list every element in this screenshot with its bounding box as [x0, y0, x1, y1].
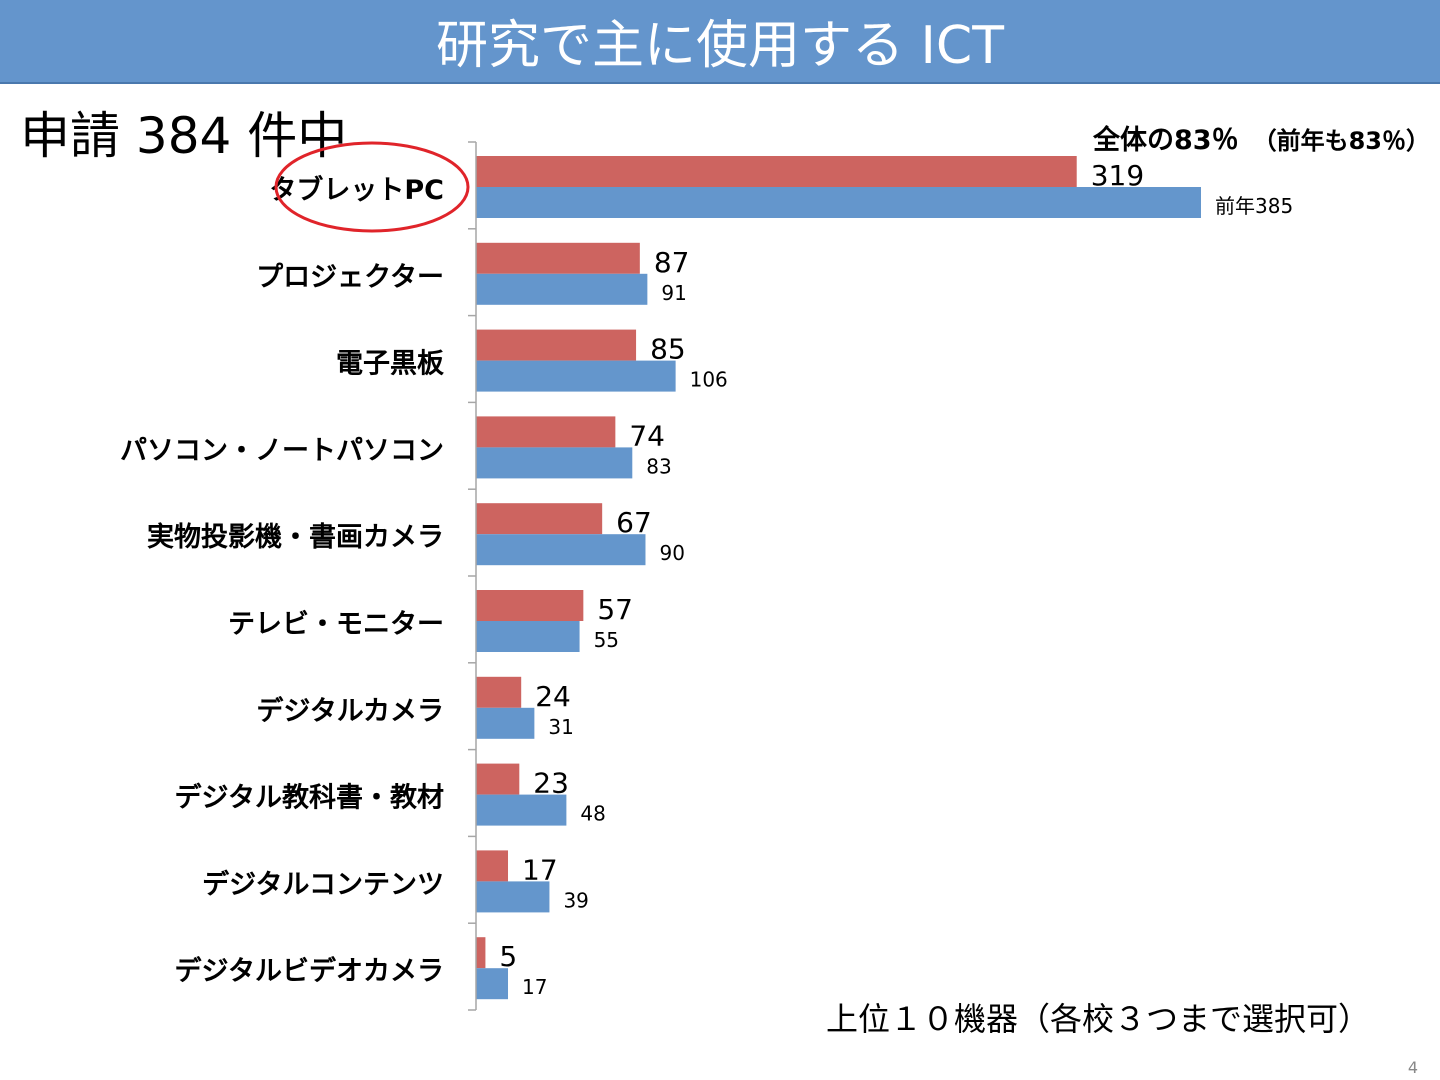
category-label: タブレットPC: [269, 174, 444, 206]
data-label-current: 5: [499, 940, 517, 973]
bar-current: [476, 503, 603, 535]
highlight-circle: [274, 141, 470, 233]
bar-previous: [476, 534, 646, 566]
bar-previous: [476, 360, 676, 392]
bar-current: [476, 329, 637, 361]
data-label-previous: 106: [690, 368, 728, 392]
bar-previous: [476, 707, 535, 739]
chart-footnote: 上位１０機器（各校３つまで選択可）: [825, 1000, 1370, 1038]
data-label-previous: 39: [563, 888, 588, 912]
title-bar: [0, 0, 1440, 84]
data-label-previous: 17: [522, 975, 547, 999]
bar-previous: [476, 447, 633, 479]
data-label-previous: 48: [580, 802, 605, 826]
data-label-current: 57: [597, 593, 633, 626]
category-label: パソコン・ノートパソコン: [120, 435, 444, 466]
data-label-previous: 83: [646, 454, 671, 478]
category-label: デジタル教科書・教材: [175, 782, 444, 814]
bar-current: [476, 242, 640, 274]
data-label-current: 85: [650, 333, 686, 366]
data-label-current: 74: [629, 419, 665, 452]
bar-previous: [476, 187, 1201, 218]
bar-current: [476, 763, 520, 795]
bar-previous: [476, 273, 648, 305]
category-label: 電子黒板: [336, 349, 444, 380]
bar-current: [476, 590, 584, 621]
data-label-current: 67: [616, 506, 652, 539]
data-label-current: 87: [654, 246, 690, 279]
bar-current: [476, 937, 486, 969]
data-label-previous: 31: [548, 715, 573, 739]
category-label: 実物投影機・書画カメラ: [147, 521, 444, 553]
category-label: テレビ・モニター: [228, 609, 444, 640]
page-number: 4: [1407, 1058, 1418, 1077]
data-label-previous: 90: [659, 541, 684, 565]
data-label-current: 24: [535, 680, 571, 713]
applications-count: 申請 384 件中: [20, 107, 348, 165]
data-label-previous: 前年385: [1215, 194, 1293, 218]
category-label: デジタルカメラ: [256, 695, 444, 727]
total-share-note: 全体の83％ （前年も83％）: [1093, 118, 1430, 157]
bar-previous: [476, 794, 567, 826]
category-label: デジタルビデオカメラ: [175, 955, 444, 987]
total-share-current: 全体の83％: [1093, 125, 1239, 156]
bar-current: [476, 416, 616, 448]
bar-current: [476, 850, 509, 882]
bar-previous: [476, 881, 550, 913]
slide-title: 研究で主に使用する ICT: [436, 16, 1004, 76]
data-label-current: 17: [522, 853, 558, 886]
category-label: プロジェクター: [256, 262, 444, 293]
data-label-previous: 55: [594, 628, 619, 652]
data-label-previous: 91: [661, 281, 686, 305]
bar-current: [476, 676, 522, 708]
bar-previous: [476, 621, 580, 652]
total-share-previous: （前年も83％）: [1252, 127, 1430, 155]
category-label: デジタルコンテンツ: [202, 868, 444, 900]
data-label-current: 319: [1091, 159, 1144, 192]
bar-current: [476, 156, 1077, 187]
bar-previous: [476, 968, 509, 1000]
data-label-current: 23: [533, 767, 569, 800]
